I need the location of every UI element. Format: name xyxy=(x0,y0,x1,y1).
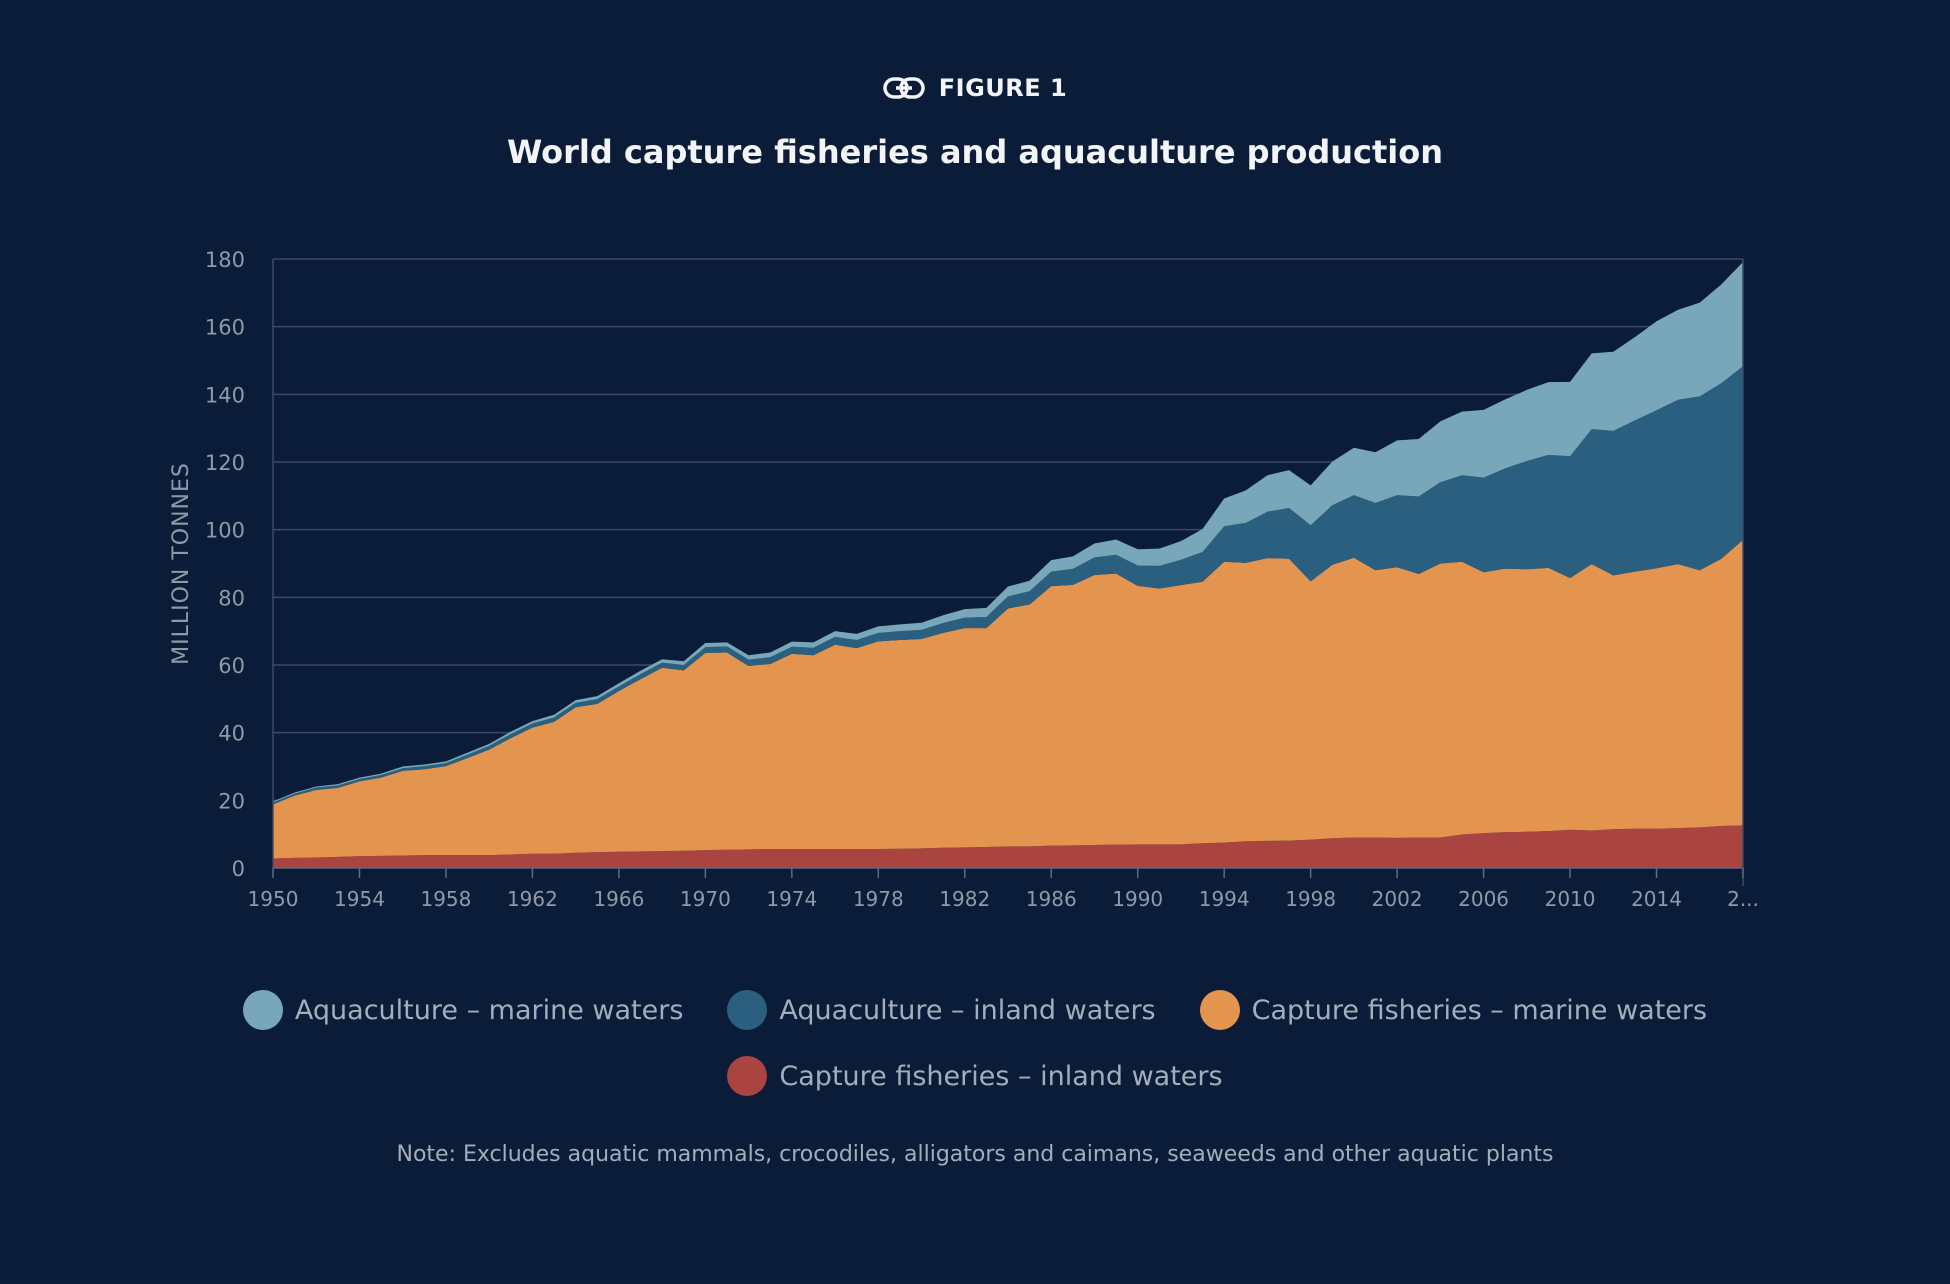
legend-label: Aquaculture – inland waters xyxy=(779,994,1156,1026)
chart-title: World capture fisheries and aquaculture … xyxy=(506,133,1444,171)
chart-note: Note: Excludes aquatic mammals, crocodil… xyxy=(396,1142,1554,1167)
legend-item[interactable]: Aquaculture – marine waters xyxy=(242,990,684,1030)
x-tick-label: 2... xyxy=(1727,887,1759,911)
y-tick-label: 80 xyxy=(218,586,245,610)
y-tick-label: 60 xyxy=(218,654,245,678)
y-tick-label: 100 xyxy=(205,519,245,543)
x-tick-label: 1982 xyxy=(939,887,990,911)
x-tick-label: 1986 xyxy=(1026,887,1077,911)
legend-swatch xyxy=(242,990,283,1030)
link-icon[interactable] xyxy=(883,76,925,106)
y-tick-labels: 0 20 40 60 80 100 120 140 160 180 xyxy=(205,248,245,881)
x-tick-label: 1954 xyxy=(334,887,385,911)
x-tick-label: 1994 xyxy=(1199,887,1250,911)
legend-item[interactable]: Capture fisheries – marine waters xyxy=(1199,990,1708,1030)
x-tick-label: 2010 xyxy=(1545,887,1596,911)
legend-swatch xyxy=(727,1056,768,1096)
legend-item[interactable]: Capture fisheries – inland waters xyxy=(727,1056,1223,1096)
stacked-areas xyxy=(273,262,1743,868)
y-tick-label: 120 xyxy=(205,451,245,475)
legend-label: Capture fisheries – inland waters xyxy=(779,1060,1223,1092)
y-axis-title: MILLION TONNES xyxy=(169,462,194,665)
x-tick-label: 1990 xyxy=(1112,887,1163,911)
x-tick-label: 1978 xyxy=(853,887,904,911)
x-tick-label: 2006 xyxy=(1458,887,1509,911)
y-tick-label: 140 xyxy=(205,383,245,407)
legend: Aquaculture – marine waters Aquaculture –… xyxy=(175,990,1775,1096)
area-series-capture-fisheries-inland-waters xyxy=(273,825,1743,868)
legend-item[interactable]: Aquaculture – inland waters xyxy=(727,990,1156,1030)
y-tick-label: 0 xyxy=(232,857,245,881)
x-tick-label: 1966 xyxy=(593,887,644,911)
x-tick-label: 1974 xyxy=(766,887,817,911)
y-tick-label: 160 xyxy=(205,316,245,340)
y-tick-label: 180 xyxy=(205,248,245,272)
legend-swatch xyxy=(727,990,768,1030)
legend-label: Aquaculture – marine waters xyxy=(294,994,684,1026)
figure-label: FIGURE 1 xyxy=(0,74,1950,106)
y-tick-label: 40 xyxy=(218,722,245,746)
legend-swatch xyxy=(1199,990,1240,1030)
axes xyxy=(272,259,1744,886)
x-tick-label: 1998 xyxy=(1285,887,1336,911)
x-tick-label: 1962 xyxy=(507,887,558,911)
x-tick-label: 2014 xyxy=(1631,887,1682,911)
x-tick-label: 2002 xyxy=(1372,887,1423,911)
legend-label: Capture fisheries – marine waters xyxy=(1251,994,1708,1026)
area-series-capture-fisheries-marine-waters xyxy=(273,539,1743,859)
x-tick-labels: 1950 1954 1958 1962 1966 1970 1974 1978 1982 1986… xyxy=(248,868,1759,911)
y-tick-label: 20 xyxy=(218,789,245,813)
x-tick-label: 1958 xyxy=(420,887,471,911)
x-tick-label: 1970 xyxy=(680,887,731,911)
figure-number: FIGURE 1 xyxy=(938,74,1068,102)
x-tick-label: 1950 xyxy=(248,887,299,911)
